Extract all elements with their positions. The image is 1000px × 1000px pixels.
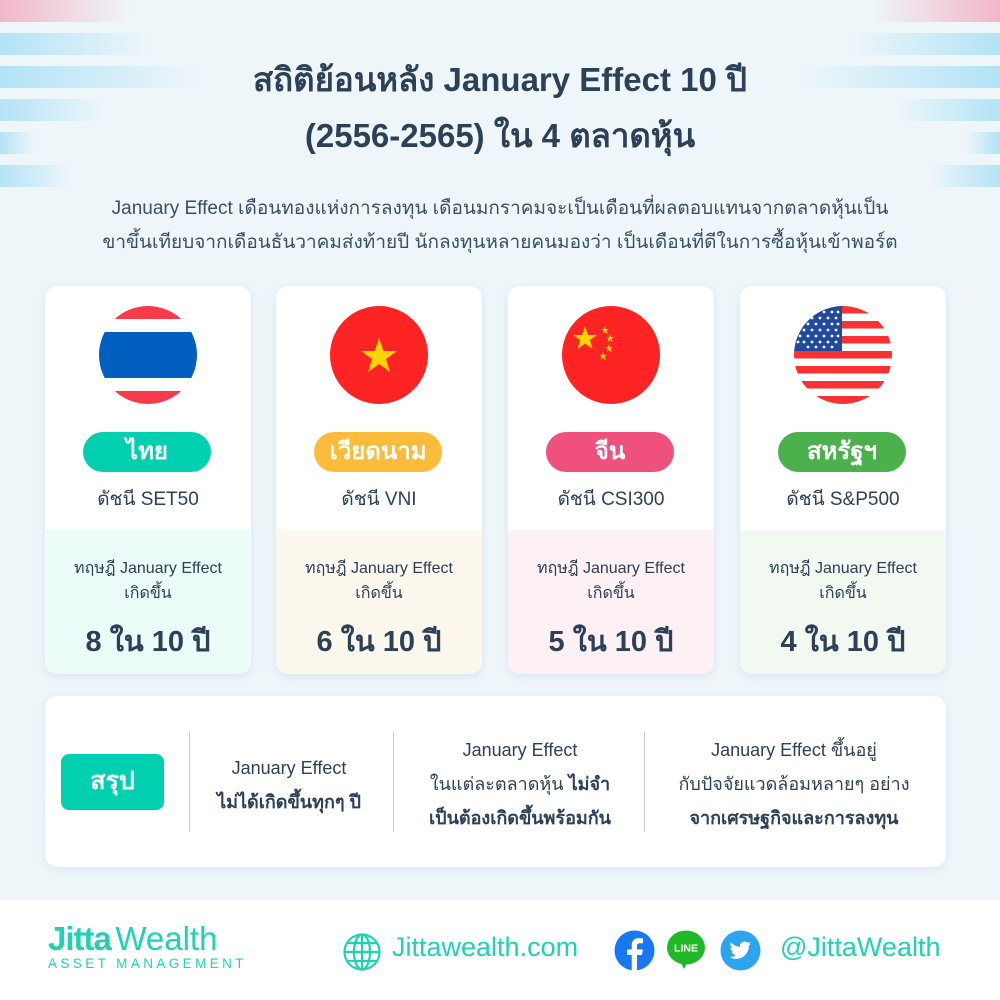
stripe xyxy=(0,99,105,121)
stripe xyxy=(0,132,35,154)
index-name: ดัชนี S&P500 xyxy=(786,489,900,510)
title-line-1: สถิติย้อนหลัง January Effect 10 ปี xyxy=(253,61,747,98)
summary-text: January Effect xyxy=(462,740,578,760)
china-flag-icon xyxy=(562,306,660,404)
intro-line-1: January Effect เดือนทองแห่งการลงทุน เดือ… xyxy=(111,198,889,219)
summary-badge: สรุป xyxy=(61,754,164,810)
country-pill: เวียดนาม xyxy=(314,432,442,472)
index-name: ดัชนี SET50 xyxy=(97,489,199,510)
occurrence-stat: 6 ใน 10 ปี xyxy=(316,626,442,658)
summary-text: กับปัจจัยแวดล้อมหลายๆ อย่าง xyxy=(678,774,910,794)
theory-line-2: เกิดขึ้น xyxy=(587,585,635,602)
summary-text-bold: ไม่จำ xyxy=(568,774,611,794)
theory-line-2: เกิดขึ้น xyxy=(355,585,403,602)
summary-point-1: January Effect ไม่ได้เกิดขึ้นทุกๆ ปี xyxy=(197,751,381,819)
summary-text-bold: จากเศรษฐกิจและการลงทุน xyxy=(689,808,899,828)
title-line-2: (2556-2565) ใน 4 ตลาดหุ้น xyxy=(304,117,696,154)
theory-line-1: ทฤษฎี January Effect xyxy=(305,560,453,577)
index-name: ดัชนี VNI xyxy=(341,489,417,510)
market-card-vietnam: เวียดนาม ดัชนี VNI ทฤษฎี January Effect … xyxy=(276,286,482,674)
intro-text: January Effect เดือนทองแห่งการลงทุน เดือ… xyxy=(60,192,940,260)
summary-text-bold: เป็นต้องเกิดขึ้นพร้อมกัน xyxy=(429,808,611,828)
divider xyxy=(393,732,394,832)
result-panel: ทฤษฎี January Effect เกิดขึ้น 5 ใน 10 ปี xyxy=(508,530,714,674)
market-card-usa: สหรัฐฯ ดัชนี S&P500 ทฤษฎี January Effect… xyxy=(740,286,946,674)
theory-line-1: ทฤษฎี January Effect xyxy=(537,560,685,577)
theory-line-1: ทฤษฎี January Effect xyxy=(74,560,222,577)
brand-name-light: Wealth xyxy=(115,920,218,957)
usa-flag-icon xyxy=(794,306,892,404)
theory-label: ทฤษฎี January Effect เกิดขึ้น xyxy=(508,556,714,606)
stripe xyxy=(800,66,1000,88)
result-panel: ทฤษฎี January Effect เกิดขึ้น 6 ใน 10 ปี xyxy=(276,530,482,674)
stripe xyxy=(930,165,1000,187)
brand-logo[interactable]: Jitta Wealth ASSET MANAGEMENT xyxy=(48,920,247,971)
summary-point-2: January Effect ในแต่ละตลาดหุ้น ไม่จำ เป็… xyxy=(397,733,643,835)
summary-text: ในแต่ละตลาดหุ้น xyxy=(429,774,569,794)
summary-text: January Effect xyxy=(231,758,347,778)
divider xyxy=(189,732,190,832)
theory-line-1: ทฤษฎี January Effect xyxy=(769,560,917,577)
occurrence-stat: 5 ใน 10 ปี xyxy=(548,626,674,658)
stripe xyxy=(850,33,1000,55)
stripe xyxy=(0,33,150,55)
svg-text:LINE: LINE xyxy=(674,943,698,955)
occurrence-stat: 4 ใน 10 ปี xyxy=(780,626,906,658)
summary-text-bold: ไม่ได้เกิดขึ้นทุกๆ ปี xyxy=(217,792,361,812)
social-handle[interactable]: @JittaWealth xyxy=(780,932,941,962)
website-link[interactable]: Jittawealth.com xyxy=(392,932,579,962)
country-pill: สหรัฐฯ xyxy=(778,432,906,472)
facebook-icon[interactable] xyxy=(614,930,655,971)
country-pill: จีน xyxy=(546,432,674,472)
intro-line-2: ขาขึ้นเทียบจากเดือนธันวาคมส่งท้ายปี นักล… xyxy=(102,232,898,253)
summary-text: January Effect ขึ้นอยู่ xyxy=(711,740,877,760)
twitter-icon[interactable] xyxy=(720,930,761,971)
stripe xyxy=(895,99,1000,121)
result-panel: ทฤษฎี January Effect เกิดขึ้น 4 ใน 10 ปี xyxy=(740,530,946,674)
theory-line-2: เกิดขึ้น xyxy=(124,585,172,602)
page-title: สถิติย้อนหลัง January Effect 10 ปี (2556… xyxy=(0,52,1000,164)
market-card-thailand: ไทย ดัชนี SET50 ทฤษฎี January Effect เกิ… xyxy=(45,286,251,674)
theory-label: ทฤษฎี January Effect เกิดขึ้น xyxy=(45,556,251,606)
stripe xyxy=(965,132,1000,154)
country-pill: ไทย xyxy=(83,432,211,472)
stripe xyxy=(0,165,70,187)
summary-point-3: January Effect ขึ้นอยู่ กับปัจจัยแวดล้อม… xyxy=(649,733,939,835)
brand-tagline: ASSET MANAGEMENT xyxy=(48,956,247,971)
brand-name-bold: Jitta xyxy=(48,920,112,957)
market-card-china: จีน ดัชนี CSI300 ทฤษฎี January Effect เก… xyxy=(508,286,714,674)
stripe xyxy=(0,66,200,88)
globe-icon xyxy=(343,933,381,971)
theory-line-2: เกิดขึ้น xyxy=(819,585,867,602)
stripe xyxy=(870,0,1000,22)
theory-label: ทฤษฎี January Effect เกิดขึ้น xyxy=(740,556,946,606)
divider xyxy=(644,732,645,832)
line-icon[interactable]: LINE xyxy=(666,930,706,972)
summary-panel: สรุป January Effect ไม่ได้เกิดขึ้นทุกๆ ป… xyxy=(45,696,946,867)
result-panel: ทฤษฎี January Effect เกิดขึ้น 8 ใน 10 ปี xyxy=(45,530,251,674)
footer: Jitta Wealth ASSET MANAGEMENT Jittawealt… xyxy=(0,900,1000,1000)
stripe xyxy=(0,0,130,22)
thailand-flag-icon xyxy=(99,306,197,404)
index-name: ดัชนี CSI300 xyxy=(557,489,665,510)
vietnam-flag-icon xyxy=(330,306,428,404)
theory-label: ทฤษฎี January Effect เกิดขึ้น xyxy=(276,556,482,606)
occurrence-stat: 8 ใน 10 ปี xyxy=(85,626,211,658)
